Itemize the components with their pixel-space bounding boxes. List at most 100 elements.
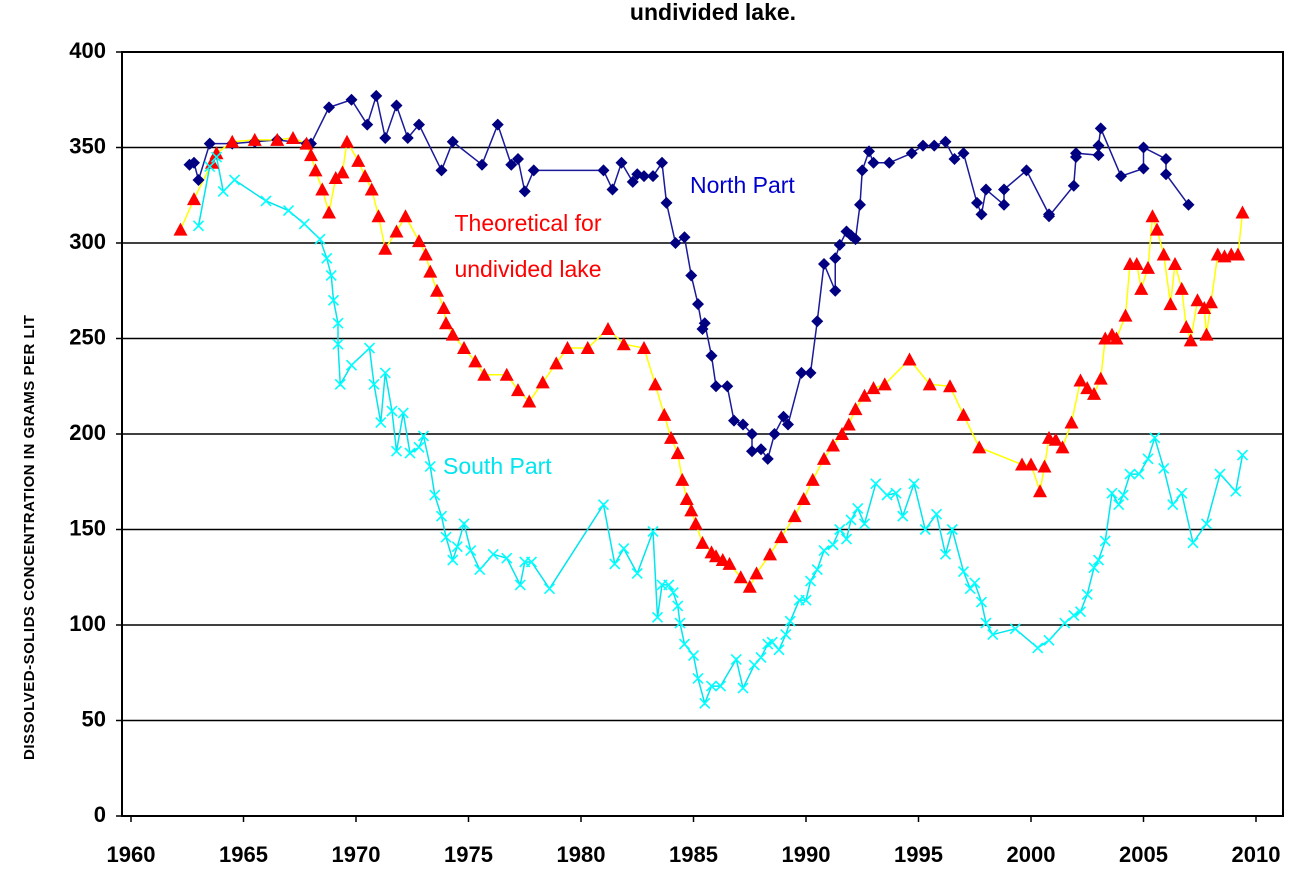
x-tick-label: 1960 (107, 842, 156, 867)
data-point (597, 164, 610, 177)
data-point (1073, 373, 1088, 387)
data-point (881, 489, 893, 501)
data-point (849, 233, 862, 246)
data-point (780, 628, 792, 641)
data-point (1092, 139, 1105, 152)
data-point (298, 218, 310, 230)
data-point (173, 222, 188, 236)
chart-title: undivided lake. (630, 0, 796, 25)
data-point (430, 283, 444, 297)
data-point (664, 430, 678, 444)
data-point (1137, 162, 1150, 175)
data-point (465, 544, 477, 557)
data-point (468, 354, 483, 368)
data-point (1009, 623, 1021, 635)
x-tick-label: 1995 (894, 842, 943, 867)
data-point (327, 294, 340, 306)
data-point (1094, 122, 1107, 135)
data-point (1074, 606, 1087, 618)
data-point (1160, 168, 1172, 181)
data-point (656, 156, 668, 169)
data-point (314, 233, 326, 245)
data-point (1113, 499, 1125, 511)
data-point (401, 131, 414, 144)
data-point (856, 164, 869, 177)
data-point (969, 577, 981, 589)
data-point (746, 445, 758, 458)
data-point (1214, 468, 1226, 480)
data-point (282, 204, 295, 217)
data-point (1142, 453, 1154, 465)
data-point (1163, 297, 1178, 311)
data-point (1092, 149, 1105, 162)
data-point (728, 414, 740, 427)
data-point (930, 508, 943, 520)
data-point (606, 183, 619, 196)
data-point (1068, 609, 1080, 622)
data-point (1197, 300, 1212, 314)
data-point (491, 118, 504, 131)
data-point (1150, 222, 1164, 236)
data-point (1235, 205, 1250, 219)
data-point (1087, 386, 1101, 400)
data-point (939, 548, 952, 560)
data-point (857, 388, 872, 402)
data-point (784, 615, 796, 627)
data-point (761, 452, 774, 465)
y-axis-label: DISSOLVED-SOLIDS CONCENTRATION IN GRAMS … (21, 315, 38, 760)
data-point (670, 446, 685, 460)
data-point (1200, 518, 1213, 530)
data-point (435, 510, 448, 522)
data-point (721, 380, 734, 393)
y-tick-label: 0 (94, 802, 106, 827)
data-point (424, 460, 436, 473)
x-tick-label: 1970 (332, 842, 381, 867)
data-point (660, 196, 673, 209)
data-point (390, 445, 403, 457)
data-point (601, 321, 615, 335)
data-point (335, 165, 350, 179)
data-point (1231, 247, 1245, 261)
data-point (826, 438, 840, 452)
data-point (870, 478, 882, 490)
data-point (361, 118, 374, 131)
data-point (705, 680, 718, 692)
data-point (412, 234, 426, 248)
data-point (638, 170, 650, 183)
data-point (203, 137, 216, 150)
data-point (522, 394, 537, 408)
data-point (1187, 537, 1199, 549)
data-point (688, 516, 703, 530)
data-point (755, 443, 767, 456)
data-point (674, 617, 686, 629)
data-point (695, 535, 710, 549)
data-point (998, 183, 1010, 196)
data-point (1158, 462, 1170, 474)
x-tick-label: 1985 (669, 842, 718, 867)
data-point (1179, 320, 1194, 334)
data-point (1093, 371, 1108, 385)
data-point (370, 89, 383, 102)
data-point (1176, 487, 1188, 499)
data-point (678, 231, 691, 244)
data-point (1137, 141, 1150, 154)
data-point (397, 407, 409, 419)
data-point (1236, 449, 1249, 461)
data-point (332, 338, 344, 350)
data-point (371, 209, 386, 223)
data-point (322, 205, 336, 219)
data-point (1129, 257, 1144, 271)
data-point (1033, 484, 1047, 498)
data-point (417, 430, 430, 442)
data-point (413, 118, 425, 131)
data-point (1149, 432, 1161, 444)
data-point (672, 600, 684, 612)
data-point (796, 491, 811, 505)
data-point (833, 238, 846, 251)
y-tick-label: 300 (69, 229, 106, 254)
data-point (692, 672, 704, 685)
data-point (774, 530, 789, 544)
data-point (512, 152, 524, 165)
data-point (684, 503, 699, 517)
